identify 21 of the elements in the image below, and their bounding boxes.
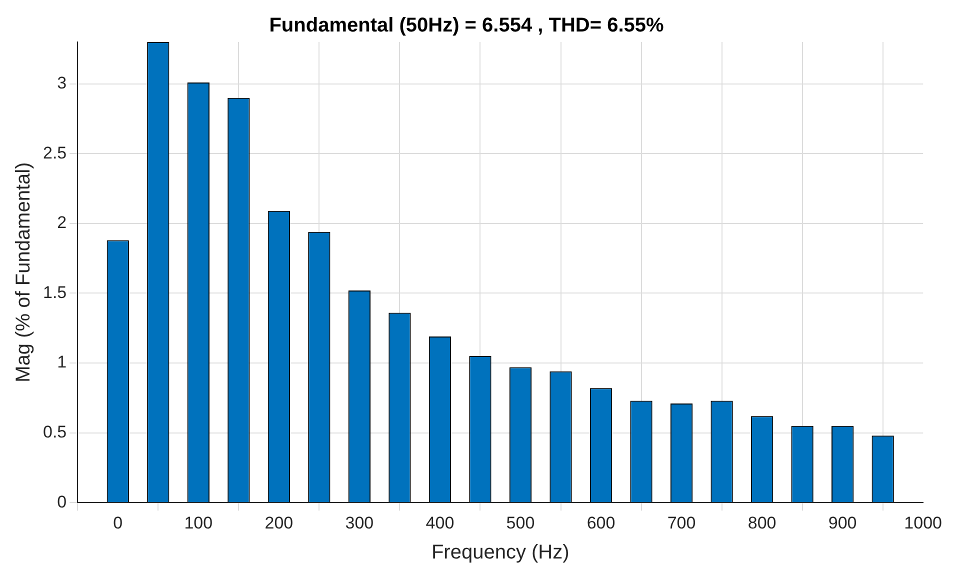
- y-tick-label: 0.5: [42, 422, 67, 442]
- x-tick-label: 100: [184, 513, 213, 532]
- y-tick-label: 0: [57, 492, 67, 512]
- x-axis-title: Frequency (Hz): [431, 542, 570, 564]
- x-tick-label: 0: [113, 513, 123, 532]
- y-axis-title: Mag (% of Fundamental): [12, 162, 35, 382]
- x-tick-label: 700: [667, 513, 696, 532]
- y-tick-label: 2.5: [42, 143, 67, 162]
- chart-title: Fundamental (50Hz) = 6.554 , THD= 6.55%: [269, 14, 664, 37]
- y-tick-label: 3: [57, 74, 67, 93]
- x-tick-label: 600: [586, 513, 616, 532]
- x-tick-label: 800: [748, 513, 776, 532]
- y-tick-label: 1.5: [42, 282, 67, 302]
- x-tick-label: 300: [345, 513, 374, 532]
- y-tick-label: 1: [57, 352, 67, 372]
- x-tick-label: 1000: [904, 513, 942, 532]
- x-tick-label: 200: [264, 513, 294, 532]
- x-tick-label: 500: [506, 513, 535, 532]
- y-tick-label: 2: [57, 213, 67, 232]
- x-tick-label: 400: [426, 513, 454, 532]
- x-tick-label: 900: [828, 513, 857, 532]
